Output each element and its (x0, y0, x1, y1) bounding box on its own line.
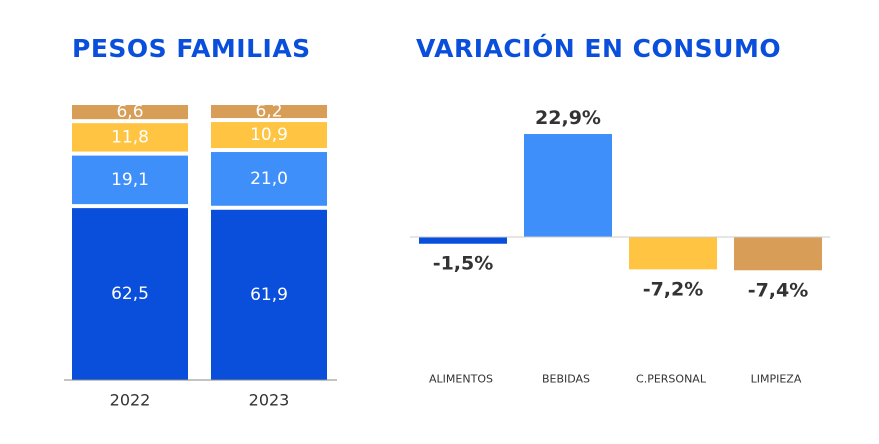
x-tick-label-alimentos: ALIMENTOS (429, 373, 493, 386)
variation-bar-alimentos (419, 237, 507, 244)
variation-value-label-alimentos: -1,5% (433, 253, 494, 275)
x-tick-label-limpieza: LIMPIEZA (751, 373, 802, 386)
stacked-bar-alimentos-2022 (72, 208, 188, 380)
stacked-bar-label-cuidado-personal-2022: 11,8 (111, 127, 149, 147)
stacked-bar-cuidado-personal-2022 (72, 123, 188, 152)
chart-title-variacion-consumo: VARIACIÓN EN CONSUMO (416, 34, 782, 63)
variation-bar-c-personal (629, 237, 717, 270)
stacked-bar-label-bebidas-2022: 19,1 (111, 170, 149, 190)
stacked-bar-label-limpieza-2023: 6,2 (255, 102, 282, 122)
x-tick-label-c-personal: C.PERSONAL (636, 373, 707, 386)
variation-value-label-bebidas: 22,9% (535, 107, 601, 129)
stacked-bar-cuidado-personal-2023 (211, 122, 327, 149)
stacked-bar-limpieza-2023 (211, 105, 327, 119)
stacked-bar-bebidas-2022 (72, 155, 188, 205)
variation-value-label-limpieza: -7,4% (748, 279, 809, 301)
chart-title-pesos-familias: PESOS FAMILIAS (72, 34, 311, 63)
stacked-bar-alimentos-2023 (211, 209, 327, 380)
stacked-bar-label-alimentos-2022: 62,5 (111, 284, 149, 304)
x-tick-label-2022: 2022 (110, 391, 151, 410)
x-tick-label-bebidas: BEBIDAS (542, 373, 590, 386)
stacked-bar-label-alimentos-2023: 61,9 (250, 285, 288, 305)
stacked-bar-limpieza-2022 (72, 105, 188, 120)
stacked-bar-label-bebidas-2023: 21,0 (250, 169, 288, 189)
variation-bar-bebidas (524, 134, 612, 237)
variation-value-label-c-personal: -7,2% (643, 278, 704, 300)
x-tick-label-2023: 2023 (249, 391, 290, 410)
stacked-bar-label-cuidado-personal-2023: 10,9 (250, 125, 288, 145)
variation-bar-limpieza (734, 237, 822, 271)
stacked-bar-bebidas-2023 (211, 152, 327, 206)
stacked-bar-label-limpieza-2022: 6,6 (116, 102, 143, 122)
